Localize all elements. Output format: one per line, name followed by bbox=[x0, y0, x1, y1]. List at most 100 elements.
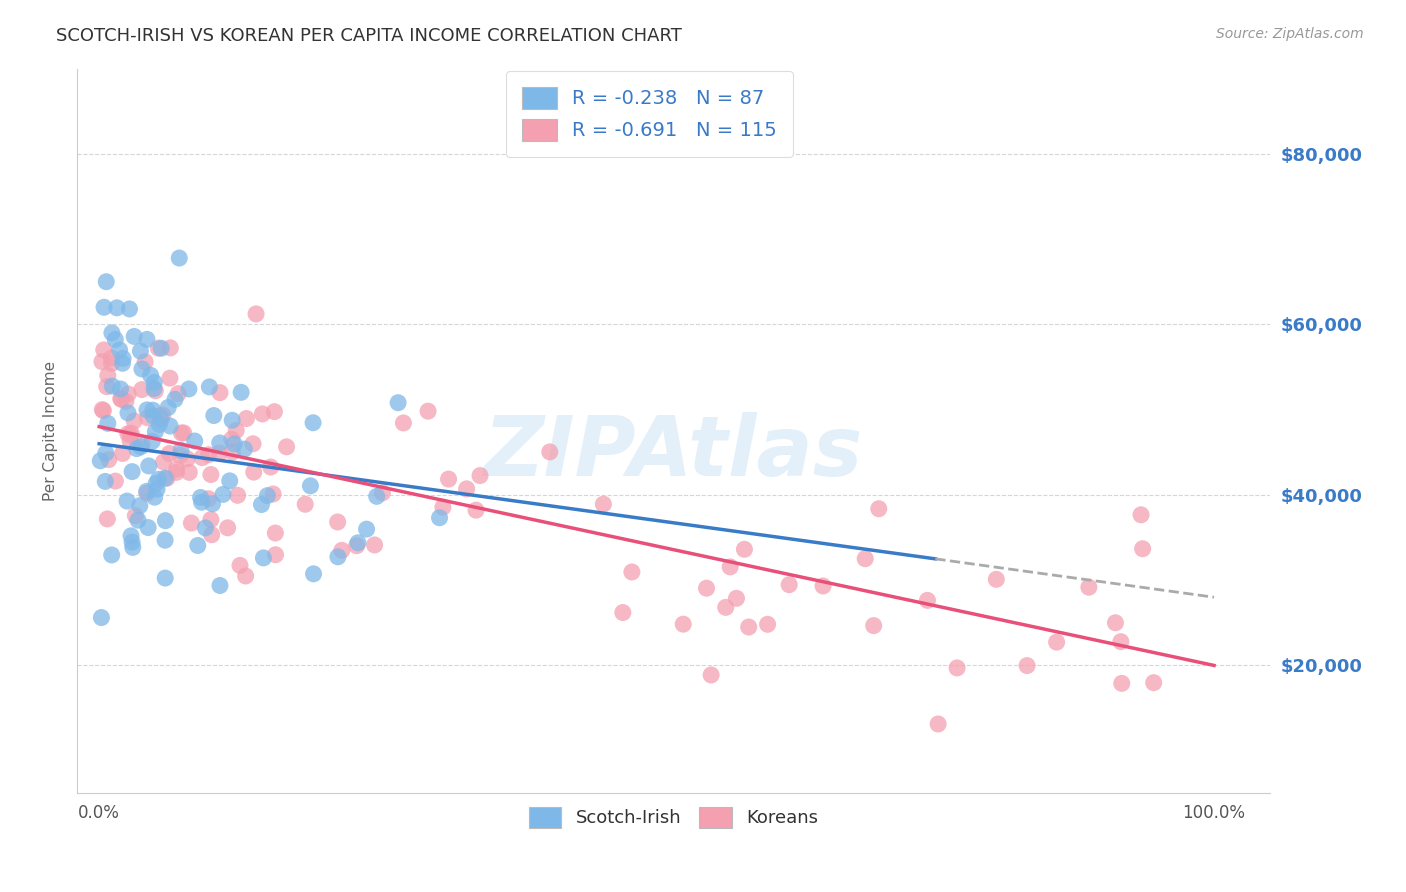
Point bbox=[197, 448, 219, 462]
Point bbox=[330, 543, 353, 558]
Point bbox=[120, 426, 142, 441]
Point bbox=[1104, 615, 1126, 630]
Point bbox=[326, 549, 349, 564]
Point bbox=[93, 300, 115, 314]
Point bbox=[100, 548, 122, 562]
Point bbox=[97, 417, 120, 431]
Point bbox=[387, 395, 409, 409]
Point bbox=[111, 356, 134, 370]
Point bbox=[225, 424, 247, 438]
Point bbox=[927, 717, 949, 731]
Point bbox=[121, 535, 143, 549]
Point bbox=[148, 417, 170, 432]
Point bbox=[108, 343, 131, 357]
Point bbox=[159, 371, 181, 385]
Point bbox=[194, 521, 217, 535]
Point bbox=[138, 458, 160, 473]
Point bbox=[127, 513, 149, 527]
Point bbox=[738, 620, 761, 634]
Point bbox=[150, 341, 173, 355]
Point bbox=[117, 387, 139, 401]
Point bbox=[187, 539, 209, 553]
Point bbox=[718, 560, 741, 574]
Point bbox=[733, 542, 755, 557]
Point bbox=[1109, 634, 1132, 648]
Point bbox=[100, 351, 122, 365]
Point bbox=[157, 401, 180, 415]
Point bbox=[202, 409, 225, 423]
Point bbox=[725, 591, 748, 606]
Point bbox=[416, 404, 439, 418]
Point bbox=[432, 500, 454, 515]
Point bbox=[191, 450, 214, 465]
Point bbox=[252, 550, 274, 565]
Point bbox=[111, 446, 134, 460]
Point bbox=[129, 344, 152, 359]
Point bbox=[198, 380, 221, 394]
Point bbox=[672, 617, 695, 632]
Point bbox=[152, 455, 174, 469]
Point bbox=[159, 419, 181, 434]
Y-axis label: Per Capita Income: Per Capita Income bbox=[44, 361, 58, 501]
Point bbox=[429, 510, 451, 524]
Point bbox=[853, 551, 876, 566]
Point bbox=[620, 565, 643, 579]
Point bbox=[176, 451, 198, 466]
Point bbox=[208, 578, 231, 592]
Point bbox=[347, 535, 370, 549]
Point bbox=[115, 494, 138, 508]
Point bbox=[221, 413, 243, 427]
Point bbox=[173, 425, 195, 440]
Point bbox=[145, 476, 167, 491]
Point bbox=[811, 579, 834, 593]
Point bbox=[437, 472, 460, 486]
Point bbox=[201, 497, 224, 511]
Point bbox=[91, 354, 114, 368]
Point bbox=[260, 460, 283, 475]
Point bbox=[117, 406, 139, 420]
Point bbox=[93, 343, 115, 357]
Point bbox=[91, 402, 114, 417]
Point bbox=[97, 368, 120, 383]
Point bbox=[242, 465, 264, 479]
Point bbox=[217, 521, 239, 535]
Point bbox=[224, 437, 246, 451]
Point bbox=[208, 446, 231, 460]
Point bbox=[149, 412, 172, 426]
Point bbox=[94, 475, 117, 489]
Point bbox=[135, 484, 157, 499]
Point bbox=[117, 426, 139, 441]
Point bbox=[235, 569, 257, 583]
Point bbox=[263, 405, 285, 419]
Point bbox=[143, 490, 166, 504]
Point bbox=[131, 383, 153, 397]
Point bbox=[180, 516, 202, 530]
Point bbox=[120, 529, 142, 543]
Point bbox=[110, 392, 132, 406]
Point bbox=[167, 251, 190, 265]
Point bbox=[612, 606, 634, 620]
Point bbox=[101, 326, 124, 340]
Point bbox=[143, 384, 166, 398]
Point bbox=[235, 411, 257, 425]
Point bbox=[136, 402, 159, 417]
Point bbox=[700, 668, 723, 682]
Point bbox=[233, 442, 256, 456]
Point bbox=[371, 486, 394, 500]
Point bbox=[118, 301, 141, 316]
Point bbox=[245, 307, 267, 321]
Point bbox=[148, 341, 170, 355]
Point bbox=[145, 425, 167, 439]
Point bbox=[131, 362, 153, 376]
Point bbox=[299, 479, 322, 493]
Point bbox=[129, 440, 152, 454]
Point bbox=[756, 617, 779, 632]
Text: SCOTCH-IRISH VS KOREAN PER CAPITA INCOME CORRELATION CHART: SCOTCH-IRISH VS KOREAN PER CAPITA INCOME… bbox=[56, 27, 682, 45]
Point bbox=[114, 394, 136, 409]
Point bbox=[465, 503, 488, 517]
Point bbox=[155, 471, 177, 485]
Point bbox=[468, 468, 491, 483]
Point bbox=[1111, 676, 1133, 690]
Point bbox=[538, 445, 561, 459]
Point bbox=[218, 474, 240, 488]
